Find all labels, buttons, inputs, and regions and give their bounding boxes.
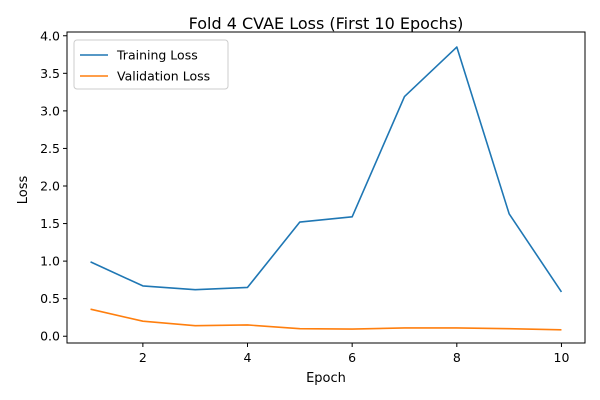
plot-area [66, 31, 586, 344]
y-tick-label: 2.0 [40, 178, 60, 193]
y-tick-label: 1.0 [40, 254, 60, 269]
y-tick-label: 1.5 [40, 216, 60, 231]
series-lines [90, 46, 563, 331]
legend-box [73, 39, 229, 90]
x-tick-label: 2 [139, 350, 147, 365]
x-axis-ticks: 2 4 6 8 10 [139, 343, 570, 365]
y-tick-label: 4.0 [40, 28, 60, 43]
y-axis-label: Loss [16, 176, 31, 205]
x-tick-label: 8 [453, 350, 461, 365]
y-tick-label: 0.0 [40, 329, 60, 344]
x-tick-label: 6 [348, 350, 356, 365]
x-tick-label: 10 [554, 350, 570, 365]
y-axis-ticks: 0.0 0.5 1.0 1.5 2.0 2.5 3.0 3.5 4.0 [40, 28, 67, 344]
y-tick-label: 3.5 [40, 66, 60, 81]
chart-title: Fold 4 CVAE Loss (First 10 Epochs) [189, 14, 464, 33]
legend: Training Loss Validation Loss [73, 39, 229, 90]
plot-frame [66, 31, 586, 344]
x-axis-label: Epoch [306, 371, 346, 386]
legend-entry-label: Validation Loss [117, 69, 210, 84]
x-tick-label: 4 [244, 350, 252, 365]
series-line-validation-loss [90, 308, 562, 331]
legend-entry-label: Training Loss [116, 48, 198, 63]
y-tick-label: 3.0 [40, 103, 60, 118]
y-tick-label: 2.5 [40, 141, 60, 156]
y-tick-label: 0.5 [40, 291, 60, 306]
series-line-training-loss [90, 46, 563, 293]
